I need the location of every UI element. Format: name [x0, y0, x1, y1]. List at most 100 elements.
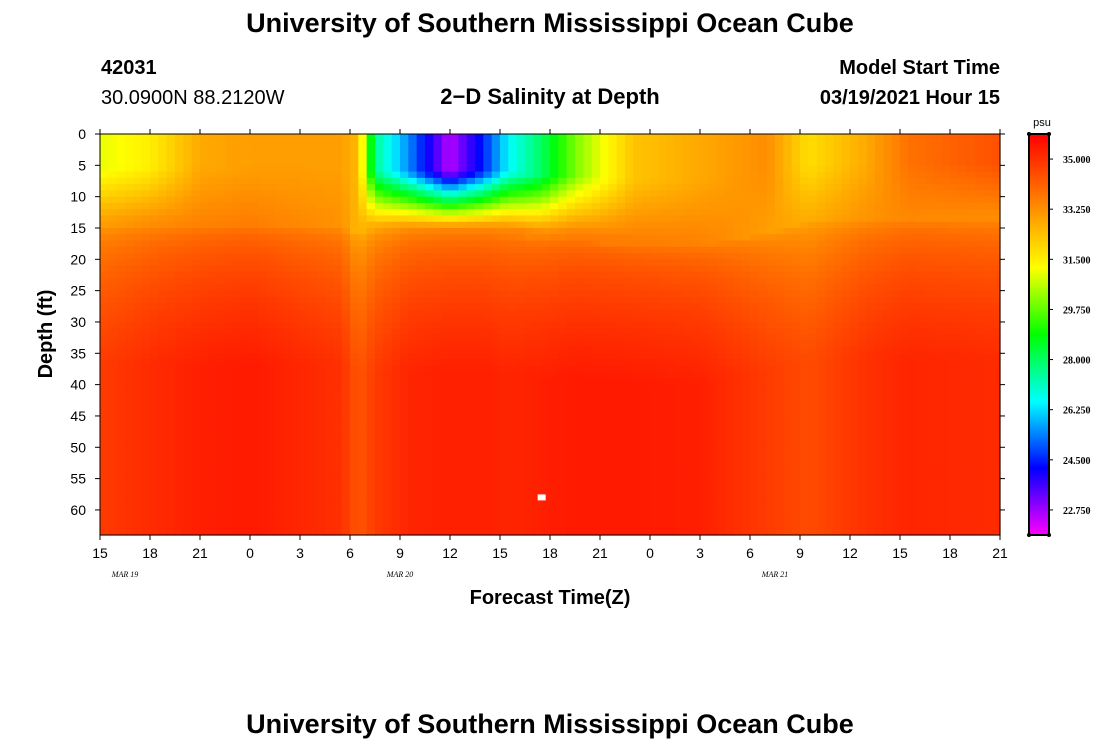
heatmap-cell	[641, 202, 651, 210]
heatmap-cell	[150, 472, 159, 480]
heatmap-cell	[300, 246, 309, 254]
heatmap-cell	[625, 140, 634, 148]
heatmap-cell	[383, 321, 393, 329]
heatmap-cell	[383, 390, 393, 398]
heatmap-cell	[116, 378, 126, 386]
heatmap-cell	[391, 246, 401, 254]
heatmap-cell	[733, 190, 743, 198]
heatmap-cell	[341, 397, 351, 405]
heatmap-cell	[491, 422, 501, 430]
heatmap-cell	[716, 202, 726, 210]
heatmap-cell	[316, 177, 326, 185]
heatmap-cell	[691, 303, 701, 311]
heatmap-cell	[375, 202, 384, 210]
heatmap-cell	[108, 472, 118, 480]
heatmap-cell	[608, 171, 618, 179]
heatmap-cell	[358, 441, 368, 448]
heatmap-cell	[375, 303, 384, 311]
heatmap-cell	[608, 278, 618, 285]
heatmap-cell	[508, 265, 518, 273]
heatmap-cell	[325, 246, 334, 254]
heatmap-cell	[291, 384, 301, 392]
heatmap-cell	[516, 159, 526, 166]
heatmap-cell	[525, 246, 534, 254]
heatmap-cell	[341, 246, 351, 254]
heatmap-cell	[116, 353, 126, 361]
heatmap-cell	[583, 240, 593, 248]
heatmap-cell	[741, 409, 751, 417]
heatmap-cell	[716, 321, 726, 329]
heatmap-cell	[450, 503, 459, 511]
heatmap-cell	[616, 441, 626, 448]
heatmap-cell	[183, 403, 193, 411]
heatmap-cell	[133, 152, 143, 160]
heatmap-cell	[633, 378, 643, 386]
heatmap-cell	[583, 497, 593, 505]
heatmap-cell	[725, 441, 734, 448]
heatmap-cell	[300, 447, 309, 455]
heatmap-cell	[608, 253, 618, 260]
heatmap-cell	[583, 509, 593, 517]
heatmap-cell	[158, 259, 168, 267]
heatmap-cell	[566, 509, 576, 517]
heatmap-cell	[250, 466, 259, 473]
heatmap-cell	[483, 334, 493, 342]
heatmap-cell	[500, 215, 509, 223]
heatmap-cell	[391, 296, 401, 304]
heatmap-cell	[566, 284, 576, 292]
heatmap-cell	[325, 171, 334, 179]
heatmap-cell	[291, 365, 301, 373]
heatmap-cell	[325, 190, 334, 198]
heatmap-cell	[141, 340, 151, 348]
heatmap-cell	[166, 290, 176, 298]
heatmap-cell	[575, 384, 584, 392]
heatmap-cell	[741, 253, 751, 260]
heatmap-cell	[683, 409, 693, 417]
heatmap-cell	[691, 271, 701, 279]
heatmap-cell	[325, 240, 334, 248]
heatmap-cell	[400, 441, 409, 448]
heatmap-cell	[566, 453, 576, 461]
heatmap-cell	[366, 190, 376, 198]
heatmap-cell	[183, 353, 193, 361]
heatmap-cell	[641, 422, 651, 430]
heatmap-cell	[525, 441, 534, 448]
heatmap-cell	[258, 347, 268, 354]
heatmap-cell	[466, 303, 476, 311]
heatmap-cell	[500, 503, 509, 511]
heatmap-cell	[708, 290, 718, 298]
heatmap-cell	[558, 171, 568, 179]
heatmap-cell	[500, 271, 509, 279]
heatmap-cell	[616, 453, 626, 461]
heatmap-cell	[708, 340, 718, 348]
heatmap-cell	[358, 196, 368, 204]
heatmap-cell	[466, 397, 476, 405]
heatmap-cell	[266, 409, 276, 417]
heatmap-cell	[500, 171, 509, 179]
heatmap-cell	[541, 453, 551, 461]
heatmap-cell	[216, 271, 226, 279]
heatmap-cell	[341, 428, 351, 436]
heatmap-cell	[450, 152, 459, 160]
heatmap-cell	[558, 397, 568, 405]
heatmap-cell	[241, 215, 251, 223]
heatmap-cell	[225, 428, 234, 436]
heatmap-cell	[691, 422, 701, 430]
heatmap-cell	[658, 140, 668, 148]
heatmap-cell	[191, 240, 201, 248]
heatmap-cell	[300, 334, 309, 342]
heatmap-cell	[225, 177, 234, 185]
heatmap-cell	[625, 434, 634, 442]
heatmap-cell	[200, 491, 209, 499]
heatmap-cell	[491, 447, 501, 455]
heatmap-cell	[708, 484, 718, 492]
heatmap-cell	[666, 227, 676, 235]
heatmap-cell	[500, 134, 509, 141]
heatmap-cell	[716, 415, 726, 423]
heatmap-cell	[575, 434, 584, 442]
heatmap-cell	[608, 359, 618, 367]
heatmap-cell	[275, 221, 284, 229]
heatmap-cell	[650, 340, 659, 348]
heatmap-cell	[441, 253, 451, 260]
heatmap-cell	[475, 221, 484, 229]
